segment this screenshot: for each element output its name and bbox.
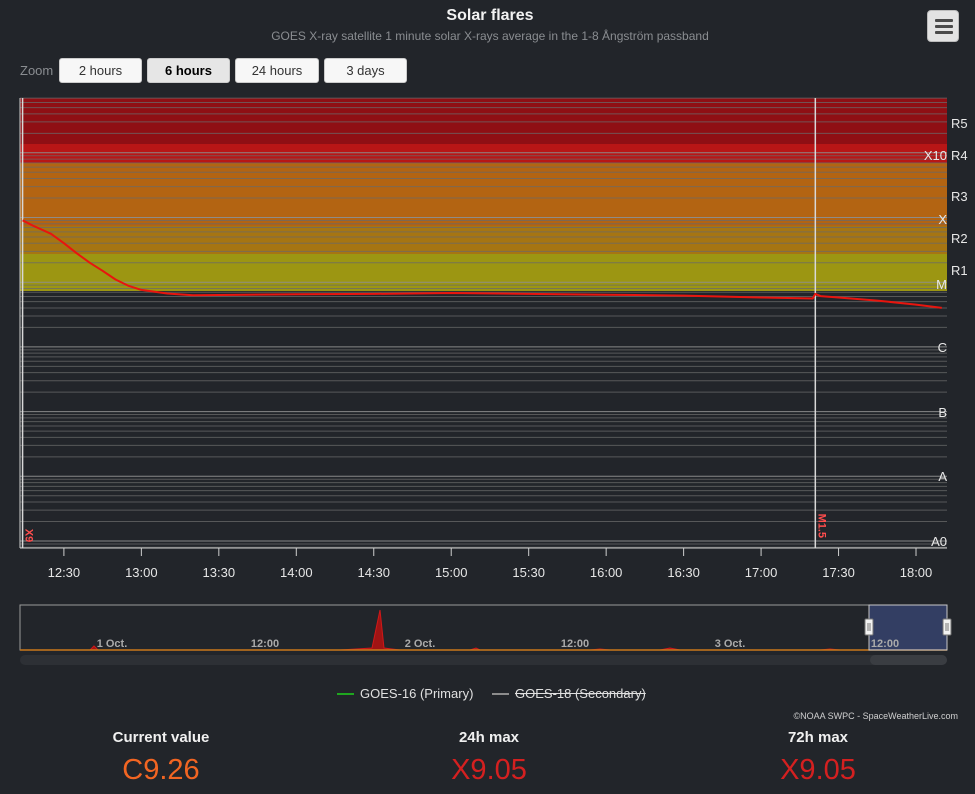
legend-swatch-gray <box>492 692 509 695</box>
x-tick-label: 13:00 <box>125 565 158 580</box>
chart-subtitle: GOES X-ray satellite 1 minute solar X-ra… <box>271 29 709 43</box>
r-scale-label-r5: R5 <box>951 116 968 131</box>
navigator-scrollbar-track[interactable] <box>20 655 947 665</box>
navigator-background <box>19 604 948 651</box>
zoom-24-hours-button[interactable]: 24 hours <box>235 58 319 83</box>
x-tick-label: 16:00 <box>590 565 623 580</box>
stat-24h-label: 24h max <box>458 729 520 746</box>
goes16-series-line[interactable] <box>22 219 942 309</box>
hamburger-icon <box>935 31 953 34</box>
flare-class-label-m: M <box>936 277 947 292</box>
x-tick-label: 15:30 <box>512 565 545 580</box>
stat-72h-value: X9.05 <box>780 754 856 786</box>
chart-title: Solar flares <box>446 7 534 24</box>
x-tick-label: 14:30 <box>357 565 390 580</box>
stat-24h-max: 24h max X9.05 <box>389 729 589 787</box>
flare-marker-label: M1.5 <box>815 514 827 538</box>
band-r5 <box>20 98 947 144</box>
legend-swatch-green <box>337 692 354 695</box>
r-scale-label-r1: R1 <box>951 263 968 278</box>
r-scale-label-r4: R4 <box>951 148 968 163</box>
stat-current-label: Current value <box>112 729 210 746</box>
legend-label-goes16: GOES-16 (Primary) <box>360 686 474 701</box>
navigator-selection[interactable] <box>868 604 948 651</box>
stat-current-value: C9.26 <box>122 754 200 786</box>
band-r2 <box>20 226 947 254</box>
flare-class-label-x10: X10 <box>924 148 947 163</box>
zoom-label: Zoom <box>20 63 54 78</box>
flare-class-label-x: X <box>938 212 947 227</box>
zoom-3-days-button[interactable]: 3 days <box>324 58 407 83</box>
navigator-left-handle[interactable] <box>864 618 874 636</box>
band-r3 <box>20 163 947 226</box>
xray-flux-chart[interactable]: 12:30 13:00 13:30 14:00 14:30 15:00 15:30 16:00… <box>0 0 975 600</box>
stat-72h-label: 72h max <box>787 729 849 746</box>
stat-72h-max: 72h max X9.05 <box>718 729 918 787</box>
navigator-label: 3 Oct. <box>715 638 746 650</box>
navigator-label: 12:00 <box>561 638 589 650</box>
hamburger-icon <box>935 25 953 28</box>
flare-marker-label: X9 <box>23 529 35 542</box>
flare-class-label-c: C <box>938 340 947 355</box>
x-tick-label: 12:30 <box>48 565 81 580</box>
x-tick-label: 14:00 <box>280 565 313 580</box>
flare-class-label-b: B <box>938 405 947 420</box>
navigator-label: 2 Oct. <box>405 638 436 650</box>
navigator-right-handle[interactable] <box>942 618 952 636</box>
x-tick-label: 18:00 <box>900 565 933 580</box>
x-tick-label: 17:30 <box>822 565 855 580</box>
legend-item-goes18[interactable]: GOES-18 (Secondary) <box>492 686 646 701</box>
legend-item-goes16[interactable]: GOES-16 (Primary) <box>337 686 473 701</box>
hamburger-icon <box>935 19 953 22</box>
r-scale-label-r2: R2 <box>951 231 968 246</box>
legend-label-goes18: GOES-18 (Secondary) <box>515 686 646 701</box>
flare-class-label-a: A <box>938 469 947 484</box>
chart-credits[interactable]: ©NOAA SWPC - SpaceWeatherLive.com <box>793 711 958 721</box>
navigator-label: 12:00 <box>871 638 899 650</box>
navigator-scrollbar-thumb[interactable] <box>870 655 947 665</box>
navigator-label: 1 Oct. <box>97 638 128 650</box>
chart-menu-button[interactable] <box>927 10 959 42</box>
x-tick-label: 16:30 <box>667 565 700 580</box>
x-tick-label: 15:00 <box>435 565 468 580</box>
band-r4 <box>20 144 947 163</box>
x-tick-label: 13:30 <box>203 565 236 580</box>
r-scale-label-r3: R3 <box>951 189 968 204</box>
time-navigator[interactable]: 1 Oct. 12:00 2 Oct. 12:00 3 Oct. 12:00 <box>0 600 975 670</box>
stat-24h-value: X9.05 <box>451 754 527 786</box>
x-tick-label: 17:00 <box>745 565 778 580</box>
zoom-2-hours-button[interactable]: 2 hours <box>59 58 142 83</box>
navigator-label: 12:00 <box>251 638 279 650</box>
stat-current: Current value C9.26 <box>61 729 261 787</box>
flare-class-label-a0: A0 <box>931 534 947 549</box>
zoom-6-hours-button[interactable]: 6 hours <box>147 58 230 83</box>
